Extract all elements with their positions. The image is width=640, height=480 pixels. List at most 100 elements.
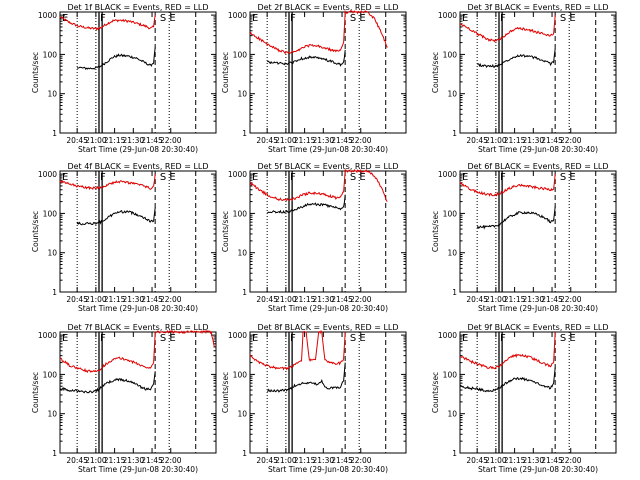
x-tick-label: 21:45 [141, 136, 163, 145]
x-tick-label: 20:45 [256, 136, 278, 145]
y-tick-label: 100 [443, 50, 458, 59]
y-tick-label: 100 [43, 209, 58, 218]
x-axis-label: Start Time (29-Jun-08 20:30:40) [478, 465, 598, 474]
plot-frame [459, 170, 617, 293]
x-tick-label: 20:45 [466, 136, 488, 145]
y-tick-label: 10 [47, 410, 57, 419]
marker-label-f: F [100, 13, 106, 24]
x-tick-label: 21:30 [523, 136, 545, 145]
plot-frame [59, 170, 217, 293]
events-series-line [267, 194, 346, 214]
x-tick-label: 21:30 [313, 136, 335, 145]
x-tick-label: 21:00 [85, 136, 107, 145]
marker-label-f: F [500, 172, 506, 183]
marker-label-f: F [100, 333, 106, 344]
y-axis-label: Counts/sec [431, 372, 440, 413]
x-tick-label: 21:15 [294, 456, 316, 465]
marker-label-se: S E [350, 172, 366, 183]
x-tick-label: 21:00 [485, 136, 507, 145]
y-tick-label: 1 [52, 449, 57, 458]
marker-label-se: S E [350, 333, 366, 344]
plot-frame [59, 11, 217, 134]
x-tick-label: 21:00 [85, 456, 107, 465]
x-tick-label: 21:00 [485, 456, 507, 465]
x-axis-label: Start Time (29-Jun-08 20:30:40) [78, 465, 198, 474]
x-tick-label: 20:45 [256, 295, 278, 304]
x-tick-label: 20:45 [66, 456, 88, 465]
x-tick-label: 21:30 [313, 295, 335, 304]
x-tick-label: 22:00 [160, 136, 182, 145]
panel-det-7: Det 7f BLACK = Events, RED = LLD 1 10 100 10… [31, 323, 217, 474]
panel-det-6: Det 6f BLACK = Events, RED = LLD 1 10 100 10… [431, 162, 617, 313]
x-tick-label: 21:15 [504, 136, 526, 145]
y-tick-label: 1 [452, 449, 457, 458]
marker-label-se: S E [160, 13, 176, 24]
y-tick-label: 100 [43, 50, 58, 59]
x-tick-label: 21:15 [104, 456, 126, 465]
y-tick-label: 10 [237, 90, 247, 99]
x-tick-label: 22:00 [160, 456, 182, 465]
panel-title: Det 6f BLACK = Events, RED = LLD [467, 162, 608, 171]
x-tick-label: 21:15 [294, 295, 316, 304]
x-tick-label: 21:30 [523, 456, 545, 465]
lld-series-line [459, 174, 556, 197]
lld-series-line [460, 331, 556, 370]
x-tick-label: 21:30 [313, 456, 335, 465]
marker-label-f: F [100, 172, 106, 183]
y-tick-label: 10 [447, 410, 457, 419]
y-tick-label: 1 [242, 129, 247, 138]
panel-title: Det 3f BLACK = Events, RED = LLD [467, 3, 608, 12]
x-tick-label: 21:00 [275, 136, 297, 145]
events-series-line [59, 371, 156, 394]
y-tick-label: 1000 [38, 170, 57, 179]
x-tick-label: 21:15 [504, 295, 526, 304]
y-axis-label: Counts/sec [221, 52, 230, 93]
x-axis-label: Start Time (29-Jun-08 20:30:40) [78, 304, 198, 313]
x-tick-label: 21:30 [123, 136, 145, 145]
y-tick-label: 1 [52, 288, 57, 297]
marker-label-se: S E [350, 13, 366, 24]
events-series-line [477, 48, 556, 69]
x-tick-label: 22:00 [350, 456, 372, 465]
marker-label-e: E [62, 333, 68, 344]
y-axis-label: Counts/sec [431, 52, 440, 93]
marker-label-e: E [62, 13, 68, 24]
y-tick-label: 1000 [228, 11, 247, 20]
panel-det-4: Det 4f BLACK = Events, RED = LLD 1 10 100 10… [31, 162, 217, 313]
plot-frame [59, 331, 217, 454]
y-tick-label: 10 [47, 90, 57, 99]
x-tick-label: 22:00 [560, 456, 582, 465]
plot-frame [459, 11, 617, 134]
y-tick-label: 1000 [228, 170, 247, 179]
y-tick-label: 10 [237, 410, 247, 419]
y-tick-label: 1000 [438, 170, 457, 179]
y-tick-label: 10 [237, 249, 247, 258]
x-tick-label: 21:45 [541, 136, 563, 145]
lld-series-line [59, 174, 156, 191]
panel-det-3: Det 3f BLACK = Events, RED = LLD 1 10 100 10… [431, 3, 617, 154]
x-tick-label: 21:15 [104, 136, 126, 145]
x-axis-label: Start Time (29-Jun-08 20:30:40) [78, 145, 198, 154]
x-tick-label: 21:15 [294, 136, 316, 145]
panel-det-8: Det 8f BLACK = Events, RED = LLD 1 10 100 10… [221, 323, 407, 474]
y-tick-label: 1 [452, 288, 457, 297]
plot-frame [249, 170, 407, 293]
panel-title: Det 8f BLACK = Events, RED = LLD [257, 323, 398, 332]
panel-det-1: Det 1f BLACK = Events, RED = LLD 1 10 100 10… [31, 3, 217, 154]
y-axis-label: Counts/sec [221, 372, 230, 413]
panel-title: Det 5f BLACK = Events, RED = LLD [257, 162, 398, 171]
x-tick-label: 21:15 [504, 456, 526, 465]
y-axis-label: Counts/sec [31, 211, 40, 252]
marker-label-f: F [290, 333, 296, 344]
x-tick-label: 22:00 [350, 136, 372, 145]
marker-label-e: E [462, 172, 468, 183]
y-axis-label: Counts/sec [31, 372, 40, 413]
marker-label-e: E [252, 333, 258, 344]
y-tick-label: 100 [443, 370, 458, 379]
marker-label-se: S E [560, 333, 576, 344]
y-axis-label: Counts/sec [221, 211, 230, 252]
marker-label-se: S E [560, 172, 576, 183]
panel-title: Det 9f BLACK = Events, RED = LLD [467, 323, 608, 332]
marker-label-f: F [500, 333, 506, 344]
